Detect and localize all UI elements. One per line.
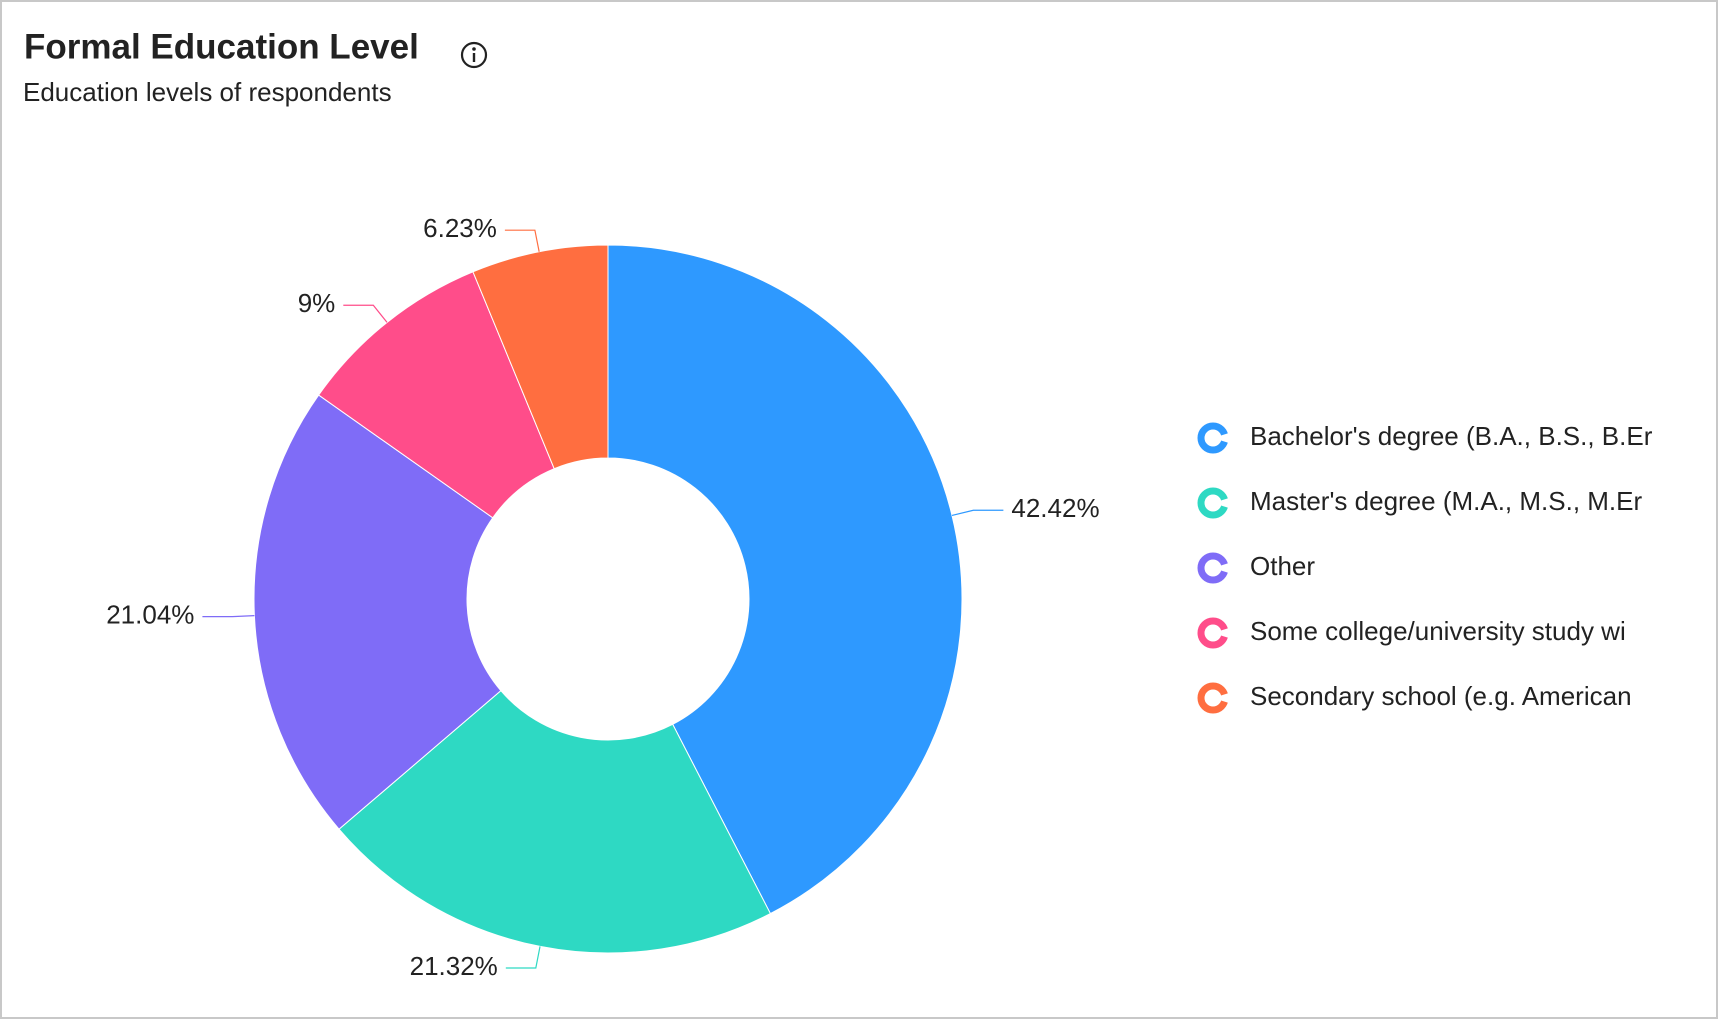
leader-line: [343, 304, 388, 323]
info-dot: [472, 47, 476, 51]
legend-label[interactable]: Bachelor's degree (B.A., B.S., B.Er: [1250, 421, 1653, 451]
leader-line: [505, 946, 541, 969]
pie-slice: [472, 244, 609, 470]
info-icon[interactable]: [460, 41, 488, 69]
pie-slice: [338, 689, 772, 954]
pie-slice: [607, 244, 963, 915]
legend-icon-gap: [1213, 433, 1229, 443]
chart-title: Formal Education Level: [24, 27, 419, 66]
legend-icon-gap: [1213, 563, 1229, 573]
legend-label[interactable]: Other: [1250, 551, 1315, 581]
leader-line: [951, 509, 1004, 517]
legend-label[interactable]: Some college/university study wi: [1250, 616, 1626, 646]
legend-icon-gap: [1213, 498, 1229, 508]
value-label: 21.32%: [410, 951, 498, 981]
pie-slice: [253, 394, 502, 830]
value-label: 9%: [298, 288, 336, 318]
info-circle: [460, 41, 488, 69]
leader-line: [202, 615, 255, 618]
value-label: 42.42%: [1011, 493, 1099, 523]
legend-icon-gap: [1213, 693, 1229, 703]
value-label: 6.23%: [423, 213, 497, 243]
legend-label[interactable]: Secondary school (e.g. American: [1250, 681, 1632, 711]
legend-icon-gap: [1213, 628, 1229, 638]
chart-subtitle: Education levels of respondents: [23, 77, 392, 107]
leader-line: [504, 229, 540, 252]
legend-label[interactable]: Master's degree (M.A., M.S., M.Er: [1250, 486, 1643, 516]
value-label: 21.04%: [106, 600, 194, 630]
